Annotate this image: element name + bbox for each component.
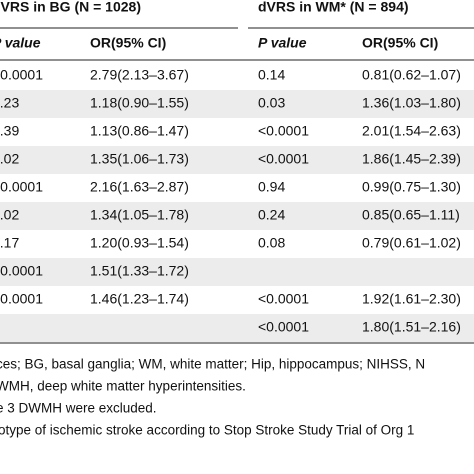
cell: 1.36(1.03–1.80): [362, 95, 461, 111]
cell: 1.86(1.45–2.39): [362, 151, 461, 167]
column-header: OR(95% CI): [90, 35, 166, 51]
cell: 2.16(1.63–2.87): [90, 179, 189, 195]
cell: 0.03: [258, 95, 285, 111]
cell: 0.94: [258, 179, 285, 195]
cell: <0.0001: [0, 263, 43, 279]
cell: 1.46(1.23–1.74): [90, 291, 189, 307]
cell: 1.80(1.51–2.16): [362, 319, 461, 335]
column-header: OR(95% CI): [362, 35, 438, 51]
group-header: dVRS in BG (N = 1028): [0, 0, 141, 15]
column-header: P value: [0, 35, 41, 51]
footnote: otype of ischemic stroke according to St…: [0, 423, 414, 438]
cell: 2.79(2.13–3.67): [90, 67, 189, 83]
cell: 0.99(0.75–1.30): [362, 179, 461, 195]
cell: <0.0001: [0, 179, 43, 195]
row-shade: [0, 314, 474, 342]
cell: 1.20(0.93–1.54): [90, 235, 189, 251]
row-shade: [0, 258, 474, 286]
row-shade: [0, 202, 474, 230]
cell: <0.0001: [258, 319, 309, 335]
column-header: P value: [258, 35, 307, 51]
cell: 0.81(0.62–1.07): [362, 67, 461, 83]
cell: 0.23: [0, 95, 19, 111]
cell: 0.08: [258, 235, 285, 251]
footnote: WMH, deep white matter hyperintensities.: [0, 379, 246, 394]
cell: <0.0001: [258, 151, 309, 167]
cell: <0.0001: [0, 67, 43, 83]
cell: 0.39: [0, 123, 19, 139]
cell: 1.92(1.61–2.30): [362, 291, 461, 307]
cell: 0.24: [258, 207, 285, 223]
cell: 0.02: [0, 151, 19, 167]
row-shade: [0, 146, 474, 174]
cell: <0.0001: [0, 291, 43, 307]
cell: 0.14: [258, 67, 285, 83]
cell: 2.01(1.54–2.63): [362, 123, 461, 139]
footnote: e 3 DWMH were excluded.: [0, 401, 157, 416]
cell: 1.13(0.86–1.47): [90, 123, 189, 139]
group-header: dVRS in WM* (N = 894): [258, 0, 409, 15]
footnote: ces; BG, basal ganglia; WM, white matter…: [0, 357, 425, 372]
cell: <0.0001: [258, 123, 309, 139]
cell: 1.51(1.33–1.72): [90, 263, 189, 279]
cell: 0.79(0.61–1.02): [362, 235, 461, 251]
cell: 0.17: [0, 235, 19, 251]
cell: <0.0001: [258, 291, 309, 307]
row-shade: [0, 90, 474, 118]
cell: 0.02: [0, 207, 19, 223]
cell: 1.18(0.90–1.55): [90, 95, 189, 111]
cell: 1.35(1.06–1.73): [90, 151, 189, 167]
cell: 0.85(0.65–1.11): [362, 207, 460, 223]
cell: 1.34(1.05–1.78): [90, 207, 189, 223]
